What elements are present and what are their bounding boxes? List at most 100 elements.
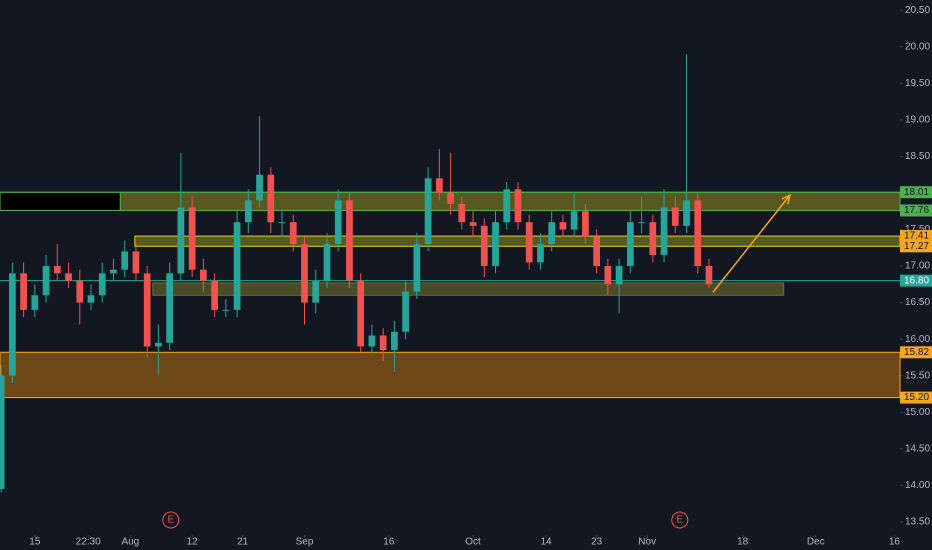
x-tick-label: Sep: [296, 537, 314, 548]
candle-body: [615, 266, 623, 285]
x-tick-label: 14: [541, 537, 553, 548]
candle-body: [42, 266, 50, 296]
candle-body: [211, 280, 218, 310]
earnings-marker: [162, 511, 180, 529]
candle-body: [413, 244, 421, 292]
price-tag-label: 15.82: [904, 347, 929, 358]
candle-body: [143, 273, 151, 347]
x-tick-label: 16: [889, 537, 901, 548]
candle-body: [267, 174, 275, 223]
candle-body: [379, 335, 387, 351]
candle-body: [20, 273, 27, 310]
candle-body: [548, 222, 556, 245]
y-tick-label: 16.50: [905, 297, 930, 308]
candle-body: [177, 207, 185, 274]
candle-body: [110, 269, 117, 274]
candle-body: [514, 189, 522, 223]
price-tag-label: 15.20: [904, 392, 929, 403]
y-tick-label: 15.00: [905, 407, 930, 418]
candle-body: [289, 222, 297, 245]
y-tick-label: 17.50: [905, 224, 930, 235]
candle-body: [188, 207, 196, 270]
candle-body: [244, 200, 252, 223]
price-tag: [900, 204, 932, 217]
candle-body: [559, 222, 567, 230]
price-tag-label: 18.01: [904, 187, 929, 198]
y-tick-label: 14.00: [905, 480, 930, 491]
candle-body: [447, 192, 454, 204]
candle-body: [671, 207, 679, 226]
candle-body: [537, 244, 544, 263]
y-tick-label: 18.50: [905, 151, 930, 162]
y-tick-label: 14.50: [905, 443, 930, 454]
x-tick-label: Dec: [807, 537, 825, 548]
y-tick-label: 20.00: [905, 41, 930, 52]
candle-body: [492, 222, 499, 267]
candle-body: [570, 211, 578, 230]
candle-body: [155, 342, 162, 347]
price-tag-label: 17.41: [904, 231, 929, 242]
candle-body: [233, 222, 241, 310]
price-tag: [900, 346, 932, 359]
candle-body: [705, 266, 713, 285]
candle-body: [503, 189, 511, 223]
candle-body: [424, 178, 432, 245]
candle-body: [98, 273, 106, 296]
price-tag-label: 17.76: [904, 205, 929, 216]
candle-body: [166, 273, 174, 343]
candle-body: [593, 236, 600, 267]
candle-body: [694, 200, 702, 267]
zone: [0, 351, 901, 399]
candle-body: [480, 225, 488, 267]
x-tick-label: 12: [187, 537, 199, 548]
candle-body: [626, 222, 634, 267]
price-tag: [900, 230, 932, 243]
candle-body: [638, 222, 645, 224]
price-tag: [900, 186, 932, 199]
candle-body: [132, 251, 140, 274]
candle-body: [435, 178, 443, 193]
candle-body: [391, 331, 398, 351]
x-tick-label: 23: [591, 537, 603, 548]
zone: [134, 235, 901, 247]
arrow: [712, 194, 791, 293]
price-tag: [900, 274, 932, 287]
candle-body: [604, 266, 612, 285]
candle-body: [65, 273, 72, 281]
earnings-marker-label: E: [676, 515, 683, 526]
x-tick-label: Nov: [638, 537, 656, 548]
y-tick-label: 13.50: [905, 516, 930, 527]
candle-body: [649, 222, 657, 256]
candle-body: [0, 375, 5, 489]
earnings-marker-label: E: [167, 515, 174, 526]
candle-body: [53, 266, 61, 274]
price-tag: [900, 391, 932, 404]
y-tick-label: 15.50: [905, 370, 930, 381]
candle-body: [660, 207, 668, 256]
candle-body: [334, 200, 342, 245]
candle-body: [222, 309, 230, 311]
zone: [152, 282, 785, 296]
y-tick-label: 19.50: [905, 78, 930, 89]
candle-body: [683, 200, 690, 226]
x-tick-label: 22:30: [76, 537, 101, 548]
x-tick-label: 15: [29, 537, 41, 548]
candle-body: [323, 244, 331, 281]
candle-body: [525, 222, 533, 263]
candle-body: [31, 295, 39, 310]
arrow-head: [781, 193, 791, 205]
zone-extension: [0, 191, 121, 211]
earnings-marker: [671, 511, 689, 529]
candle-body: [582, 211, 589, 237]
x-tick-label: Oct: [465, 537, 481, 548]
price-tag-label: 17.27: [904, 241, 929, 252]
x-tick-label: 21: [237, 537, 249, 548]
candle-body: [357, 280, 365, 347]
candle-body: [121, 251, 129, 270]
candle-body: [346, 200, 353, 281]
candle-body: [301, 244, 308, 303]
candle-body: [458, 203, 466, 223]
price-tag: [900, 240, 932, 253]
